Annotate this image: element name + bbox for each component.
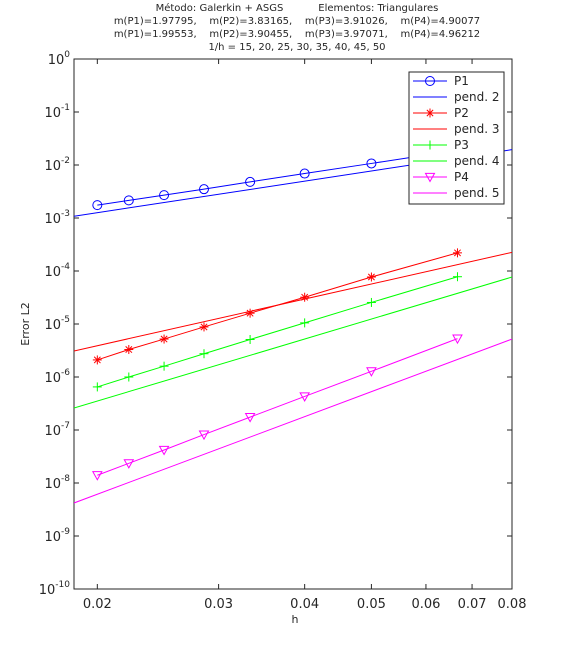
y-tick-label: 10-6 [44, 368, 70, 386]
legend-label: P2 [454, 106, 469, 120]
x-tick-label: 0.08 [498, 597, 527, 612]
data-point-p2-8 [452, 248, 462, 258]
legend-marker-p4 [424, 172, 436, 183]
x-axis-ticks: 0.02 0.03 0.04 0.05 0.06 0.07 0.08 [83, 59, 527, 612]
y-tick-label: 10-3 [44, 209, 70, 227]
x-tick-label: 0.04 [290, 597, 319, 612]
legend-item-p2: P2 [413, 106, 469, 120]
legend-label: pend. 4 [454, 154, 500, 168]
x-tick-label: 0.06 [411, 597, 440, 612]
y-tick-label: 10-4 [44, 262, 70, 280]
y-axis-label: Error L2 [19, 302, 32, 345]
legend-item-p4: P4 [413, 170, 469, 184]
x-tick-label: 0.02 [83, 597, 112, 612]
legend-label: P4 [454, 170, 469, 184]
legend-marker-p2 [425, 108, 435, 118]
data-point-p1-2 [123, 195, 134, 206]
data-point-p2-7 [366, 272, 376, 282]
y-tick-label: 10-9 [44, 527, 70, 545]
data-point-p3-8 [452, 272, 462, 282]
data-point-p4-7 [366, 367, 377, 377]
data-point-p3-7 [366, 297, 376, 307]
legend: P1 pend. 2 P2 pend. 3 P3 pend. 4 P4 pend. 5 [408, 71, 505, 205]
data-point-p4-6 [299, 392, 311, 402]
legend-item-p3: P3 [413, 138, 469, 152]
data-point-p2-6 [300, 292, 310, 302]
y-tick-label: 10-2 [44, 156, 70, 174]
legend-label: P3 [454, 138, 469, 152]
series-line-pend-4 [74, 276, 512, 409]
legend-label: pend. 5 [454, 186, 500, 200]
y-tick-label: 100 [48, 50, 71, 68]
data-point-p2-4 [199, 322, 209, 332]
data-point-p3-5 [245, 334, 255, 344]
title-line-3: m(P1)=1.99553, m(P2)=3.90455, m(P3)=3.97… [114, 29, 480, 40]
legend-item-pend-2: pend. 2 [413, 90, 500, 104]
data-point-p2-1 [92, 355, 102, 365]
data-point-p3-3 [159, 361, 169, 371]
data-point-p4-8 [452, 334, 463, 345]
series-line-pend-5 [74, 338, 512, 504]
data-point-p1-7 [366, 158, 377, 169]
legend-label: pend. 3 [454, 122, 500, 136]
x-tick-label: 0.07 [458, 597, 487, 612]
series-line-p4 [97, 338, 458, 476]
data-point-p1-1 [92, 200, 103, 211]
data-point-p4-1 [91, 471, 103, 481]
y-axis-ticks: 10-10 10-9 10-8 10-7 10-6 10-5 10-4 10-3 10-2 10-… [39, 50, 512, 598]
legend-box [408, 71, 505, 205]
data-point-p4-3 [158, 445, 170, 456]
data-point-p1-6 [299, 168, 310, 179]
data-point-p3-2 [124, 372, 134, 382]
data-point-p2-2 [124, 345, 134, 355]
data-point-p4-5 [244, 413, 256, 423]
title-line-2: m(P1)=1.97795, m(P2)=3.83165, m(P3)=3.91… [114, 16, 480, 27]
legend-label: pend. 2 [454, 90, 500, 104]
data-point-p3-1 [92, 382, 102, 392]
title-line-4: 1/h = 15, 20, 25, 30, 35, 40, 45, 50 [208, 42, 385, 53]
y-tick-label: 10-7 [44, 421, 70, 439]
legend-item-pend-4: pend. 4 [413, 154, 500, 168]
legend-item-pend-3: pend. 3 [413, 122, 500, 136]
x-axis-label: h [292, 613, 299, 626]
data-point-p4-2 [123, 459, 135, 469]
y-tick-label: 10-5 [44, 315, 70, 333]
series-line-pend-3 [74, 251, 512, 352]
legend-marker-p1 [425, 76, 435, 86]
chart-title: Método: Galerkin + ASGS Elementos: Trian… [114, 2, 480, 53]
legend-item-pend-5: pend. 5 [413, 186, 500, 200]
y-tick-label: 10-1 [44, 103, 70, 121]
legend-item-p1: P1 [413, 74, 469, 88]
series-line-p1 [97, 149, 458, 206]
legend-label: P1 [454, 74, 469, 88]
x-tick-label: 0.05 [357, 597, 386, 612]
x-tick-label: 0.03 [204, 597, 233, 612]
y-tick-label: 10-10 [39, 580, 71, 598]
data-point-p2-5 [245, 308, 255, 318]
data-point-p4-4 [198, 430, 210, 441]
data-point-p2-3 [159, 334, 169, 344]
y-tick-label: 10-8 [44, 474, 70, 492]
data-point-p1-5 [245, 176, 256, 187]
legend-marker-p3 [425, 140, 435, 150]
data-point-p3-4 [199, 349, 209, 359]
series-line-p2 [97, 252, 458, 361]
data-point-p3-6 [300, 318, 310, 328]
title-line-1: Método: Galerkin + ASGS Elementos: Trian… [156, 2, 439, 14]
series-line-p3 [97, 276, 458, 388]
data-point-p1-4 [198, 184, 209, 195]
data-point-p1-3 [159, 190, 170, 201]
